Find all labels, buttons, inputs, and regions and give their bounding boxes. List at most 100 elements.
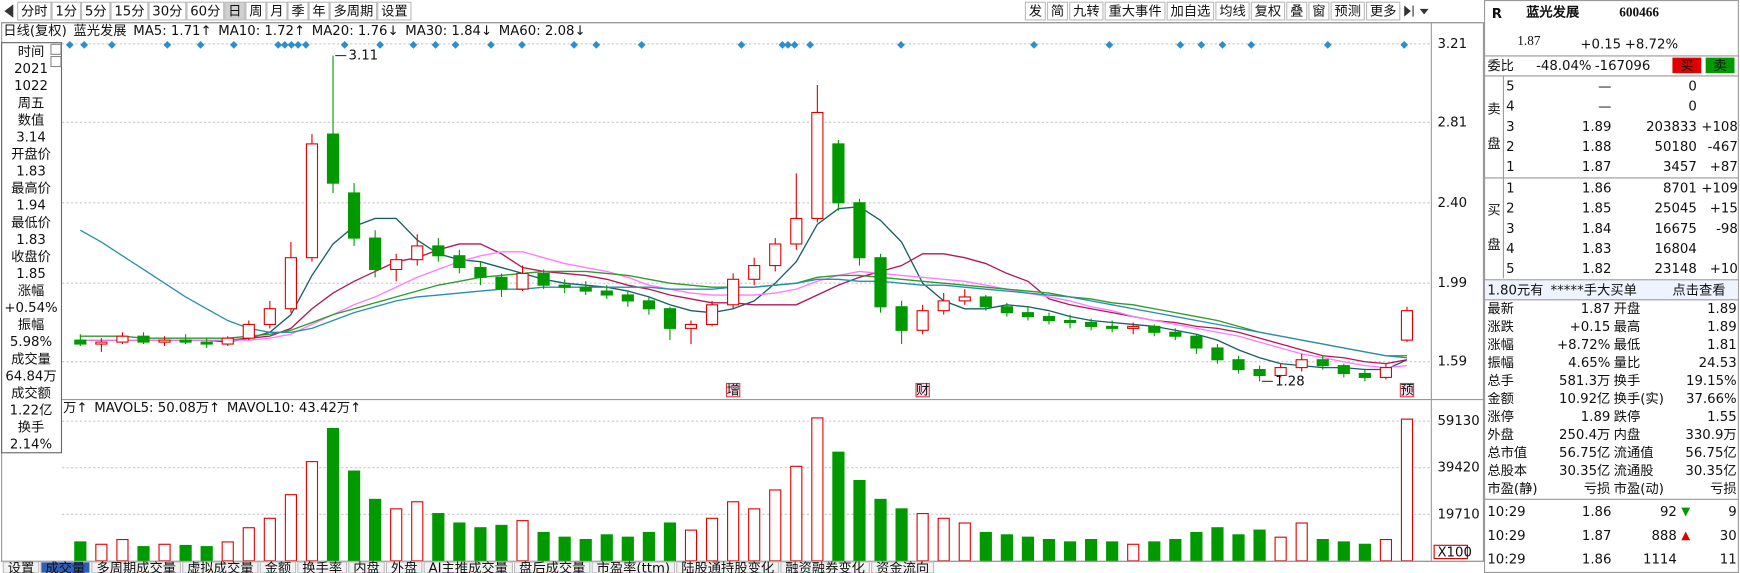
tab[interactable]: 换手率 [302, 560, 342, 573]
tab[interactable]: 成交量 [45, 560, 85, 573]
toolbar-button[interactable]: 复权 [1255, 3, 1282, 20]
toolbar-button-bg[interactable] [51, 1, 81, 21]
toolbar-button-bg[interactable] [1069, 1, 1104, 21]
tab[interactable]: AI主推成交量 [429, 560, 508, 573]
buy-button[interactable] [1672, 57, 1702, 74]
dropdown-icon[interactable] [1419, 8, 1429, 15]
toolbar-button[interactable]: 加自选 [1170, 4, 1210, 20]
toolbar-button-bg[interactable] [266, 1, 288, 21]
tab-bg[interactable] [385, 561, 423, 573]
tab-bg[interactable] [40, 561, 91, 573]
toolbar-button-bg[interactable] [1250, 1, 1286, 21]
info-diamond[interactable] [1400, 41, 1409, 49]
tab[interactable]: 资金流向 [876, 561, 929, 573]
toolbar-button-bg[interactable] [186, 1, 225, 21]
info-diamond[interactable] [376, 41, 385, 49]
toolbar-button-bg[interactable] [1166, 1, 1215, 21]
tab[interactable]: 市盈率(ttm) [597, 560, 671, 573]
toolbar-button[interactable]: 季 [291, 4, 304, 20]
toolbar-button[interactable]: 年 [312, 4, 325, 20]
info-diamond[interactable] [1323, 41, 1332, 49]
toolbar-button-bg[interactable] [287, 1, 309, 21]
info-diamond[interactable] [1247, 41, 1256, 49]
info-diamond[interactable] [897, 41, 905, 49]
tab[interactable]: 金额 [265, 561, 292, 573]
info-diamond[interactable] [280, 41, 289, 49]
toolbar-button[interactable]: 更多 [1370, 3, 1397, 20]
sell-label[interactable]: 卖 [1713, 58, 1726, 74]
event-box[interactable] [1399, 382, 1415, 398]
toolbar-button[interactable]: 简 [1051, 3, 1064, 20]
toolbar-button-bg[interactable] [148, 1, 187, 21]
toolbar-button[interactable]: 预测 [1334, 4, 1361, 20]
info-diamond[interactable] [301, 41, 310, 49]
panel-scroll[interactable] [50, 43, 62, 55]
toolbar-button-bg[interactable] [329, 1, 378, 21]
toolbar-button[interactable]: 设置 [381, 4, 408, 20]
big-order-bar[interactable] [1485, 280, 1738, 300]
sell-button[interactable] [1705, 57, 1735, 74]
info-diamond[interactable] [784, 41, 792, 49]
more-icon[interactable] [1404, 5, 1411, 17]
toolbar-button[interactable]: 窗 [1312, 3, 1325, 20]
event-label[interactable]: 财 [916, 383, 929, 399]
toolbar-button[interactable]: 多周期 [333, 3, 373, 20]
big-order-text[interactable]: 点击查看 [1672, 282, 1725, 298]
toolbar-button[interactable]: 发 [1029, 4, 1042, 20]
tab-bg[interactable] [514, 561, 591, 573]
info-diamond[interactable] [340, 41, 349, 49]
info-diamond[interactable] [294, 41, 302, 49]
tab-bg[interactable] [297, 561, 348, 573]
toolbar-button-bg[interactable] [1365, 1, 1401, 21]
info-diamond[interactable] [1218, 41, 1227, 49]
tab[interactable]: 陆股通持股变化 [681, 561, 774, 573]
info-diamond[interactable] [287, 41, 296, 49]
info-diamond[interactable] [1197, 41, 1206, 49]
info-diamond[interactable] [431, 41, 440, 49]
tab[interactable]: 外盘 [391, 560, 418, 573]
info-diamond[interactable] [790, 41, 799, 49]
event-label[interactable]: 增 [726, 383, 739, 399]
info-diamond[interactable] [592, 41, 601, 49]
toolbar-button-bg[interactable] [1104, 1, 1166, 21]
tab-bg[interactable] [591, 561, 676, 573]
tab-bg[interactable] [423, 561, 513, 573]
toolbar-button[interactable]: 5分 [85, 4, 107, 20]
tab-bg[interactable] [780, 561, 870, 573]
toolbar-button[interactable]: 周 [249, 5, 262, 20]
toolbar-button-bg[interactable] [308, 1, 330, 21]
info-diamond[interactable] [409, 41, 418, 49]
toolbar-button-bg[interactable] [1024, 1, 1046, 21]
toolbar-button[interactable]: 1分 [55, 4, 77, 20]
info-diamond[interactable] [451, 41, 460, 49]
info-diamond[interactable] [196, 41, 205, 49]
tab-bg[interactable] [348, 561, 385, 573]
tab[interactable]: 盘后成交量 [519, 560, 585, 573]
toolbar-button-bg[interactable] [1215, 1, 1250, 21]
toolbar-button-bg[interactable] [17, 1, 52, 21]
info-diamond[interactable] [570, 41, 578, 49]
tab[interactable]: 融资融券变化 [785, 561, 865, 573]
info-diamond[interactable] [1030, 41, 1038, 49]
toolbar-button-bg[interactable] [110, 1, 149, 21]
toolbar-button[interactable]: 九转 [1073, 4, 1100, 20]
info-diamond[interactable] [637, 41, 646, 49]
toolbar-button-bg[interactable] [1308, 1, 1330, 21]
panel-scroll[interactable] [50, 55, 62, 68]
info-diamond[interactable] [1176, 41, 1185, 49]
toolbar-button[interactable]: 月 [270, 5, 283, 20]
tab-bg[interactable] [2, 561, 40, 573]
event-box[interactable] [915, 382, 930, 398]
tab[interactable]: 虚拟成交量 [187, 560, 253, 573]
toolbar-button-bg[interactable] [377, 1, 412, 21]
info-diamond[interactable] [737, 41, 746, 49]
info-diamond[interactable] [163, 41, 172, 49]
info-diamond[interactable] [778, 41, 787, 49]
info-diamond[interactable] [487, 41, 495, 49]
tab-bg[interactable] [91, 561, 182, 573]
toolbar-button-bg[interactable] [224, 1, 246, 21]
prev-icon[interactable] [4, 4, 14, 18]
toolbar-button-bg[interactable] [80, 1, 111, 21]
event-label[interactable]: 预 [1400, 383, 1413, 399]
tab-bg[interactable] [676, 561, 780, 573]
